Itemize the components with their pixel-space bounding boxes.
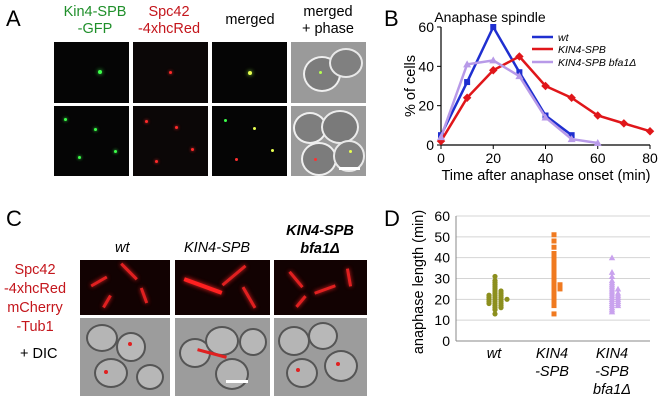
data-point-bfa1	[437, 133, 445, 141]
data-point-wt	[498, 288, 504, 294]
panel-c-col-kin4spb-label: KIN4-SPB	[184, 240, 251, 256]
data-point-wt	[492, 311, 498, 317]
panel-c-letter: C	[6, 206, 22, 231]
y-tick-label: 60	[434, 208, 450, 224]
data-point-kin4spb	[551, 269, 557, 275]
phase-image-r1	[291, 42, 366, 103]
data-point-bfa1	[608, 273, 616, 280]
chart-title: Anaphase spindle	[434, 9, 546, 25]
data-point-kin4spb	[551, 232, 557, 238]
y-tick-label: 40	[434, 250, 450, 266]
data-point-bfa1	[567, 135, 576, 143]
y-tick-label: 10	[434, 312, 450, 328]
y-tick-label: 50	[434, 229, 450, 245]
x-tick-label: 40	[538, 150, 554, 166]
legend-label-2: KIN4-SPB bfa1Δ	[558, 57, 636, 69]
y-tick-label: 30	[434, 271, 450, 287]
x-axis-label: Time after anaphase onset (min)	[441, 168, 650, 184]
y-tick-label: 40	[418, 58, 434, 74]
data-point-wt	[504, 296, 510, 302]
data-point-kin4spb	[557, 286, 563, 292]
y-tick-label: 0	[442, 333, 450, 349]
cherry-image-bfa1	[274, 260, 367, 315]
data-point-kin4spb	[551, 301, 557, 306]
phase-image-r2	[291, 106, 366, 176]
panel-a-letter: A	[6, 6, 21, 31]
data-point-wt	[492, 277, 498, 284]
data-point-kin4spb	[557, 282, 563, 288]
panel-c-col-wt-label: wt	[115, 240, 130, 256]
data-point-wt	[464, 79, 471, 86]
dic-image-kin4spb	[175, 318, 270, 396]
x-tick-label: 80	[642, 150, 658, 166]
dic-image-bfa1	[274, 318, 367, 396]
x-category-label: wt	[487, 346, 502, 362]
data-point-wt	[490, 24, 497, 30]
data-point-kin4spb	[462, 93, 472, 103]
x-tick-label: 20	[485, 150, 501, 166]
y-axis-label: anaphase length (min)	[411, 210, 427, 354]
dic-image-wt	[80, 318, 170, 396]
x-category-label: bfa1Δ	[593, 382, 631, 398]
data-point-bfa1	[515, 72, 524, 80]
legend-label-1: KIN4-SPB	[558, 44, 606, 56]
x-category-label: -SPB	[535, 364, 569, 380]
y-tick-label: 0	[426, 137, 434, 153]
panel-a-col1-label: Kin4-SPB -GFP	[63, 4, 127, 37]
x-category-label: KIN4	[596, 346, 628, 362]
data-point-bfa1	[593, 139, 602, 147]
legend-label-0: wt	[558, 32, 570, 44]
panel-a-col3-label: merged	[225, 12, 275, 28]
y-tick-label: 20	[418, 98, 434, 114]
panel-d-letter: D	[384, 206, 400, 231]
data-point-bfa1	[541, 113, 550, 121]
data-point-kin4spb	[551, 251, 557, 256]
panel-c-dic-label: + DIC	[20, 346, 58, 362]
x-category-label: -SPB	[595, 364, 629, 380]
y-tick-label: 60	[418, 19, 434, 35]
panel-c-col-bfa1-label: KIN4-SPB bfa1Δ	[286, 223, 354, 257]
data-point-bfa1	[608, 254, 616, 261]
panel-a-col2-label: Spc42 -4xhcRed	[137, 4, 201, 37]
data-point-kin4spb	[489, 66, 498, 75]
data-point-bfa1	[614, 289, 622, 296]
x-tick-label: 60	[590, 150, 606, 166]
y-tick-label: 20	[434, 291, 450, 307]
data-point-wt	[492, 273, 498, 280]
panel-a-col4-label: merged + phase	[301, 4, 354, 37]
merged-image-r1	[212, 42, 287, 103]
data-point-kin4spb	[551, 259, 557, 265]
merged-image-r2	[212, 106, 287, 176]
cherry-image-kin4spb	[175, 260, 270, 315]
data-point-kin4spb	[551, 265, 557, 271]
data-point-bfa1	[489, 56, 498, 64]
scale-bar	[226, 380, 248, 383]
panel-c-row-label: Spc42 -4xhcRed mCherry -Tub1	[3, 262, 67, 335]
x-category-label: KIN4	[536, 346, 568, 362]
timecourse-chart: 0 20 40 60 0 20 40 60 80 Anaphase spindle Time aft…	[403, 9, 658, 184]
gfp-image-r2	[54, 106, 129, 176]
series-line-0	[439, 24, 573, 137]
data-point-bfa1	[608, 269, 616, 275]
data-point-bfa1	[614, 285, 622, 292]
data-point-kin4spb	[551, 255, 557, 261]
cherry-image-wt	[80, 260, 170, 315]
gfp-image-r1	[54, 42, 129, 103]
y-axis-label: % of cells	[403, 55, 419, 117]
x-tick-label: 0	[437, 150, 445, 166]
data-point-bfa1	[608, 277, 616, 284]
data-point-bfa1	[463, 60, 472, 68]
data-point-kin4spb	[551, 311, 557, 317]
scale-bar	[339, 167, 360, 170]
hcred-image-r2	[133, 106, 208, 176]
data-point-wt	[486, 292, 492, 298]
hcred-image-r1	[133, 42, 208, 103]
data-point-kin4spb	[551, 244, 557, 250]
panel-b-letter: B	[384, 6, 399, 31]
data-point-kin4spb	[551, 238, 557, 244]
